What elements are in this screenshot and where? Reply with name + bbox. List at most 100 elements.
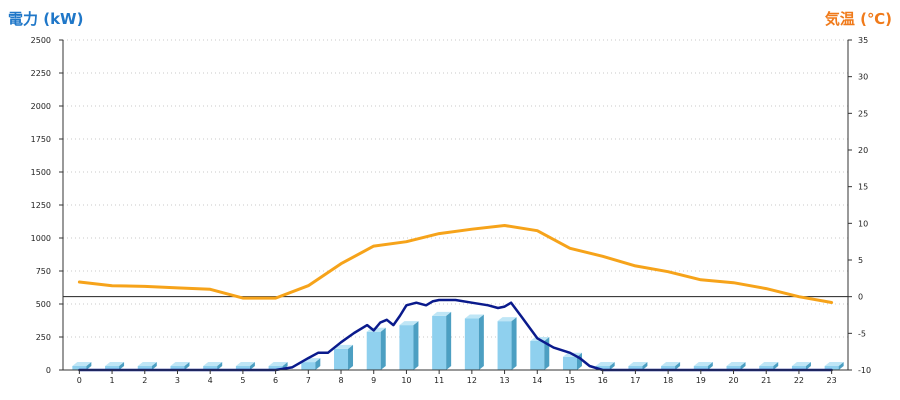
- tick-labels: 02505007501000125015001750200022502500-1…: [31, 36, 871, 385]
- bar-series: [72, 311, 844, 370]
- bar-front: [464, 318, 479, 370]
- bar-front: [432, 315, 447, 370]
- axes: [59, 39, 852, 374]
- bar-front: [334, 348, 349, 370]
- x-tick-label: 15: [565, 376, 575, 385]
- bar-side: [413, 321, 419, 370]
- bar-top: [628, 362, 648, 366]
- right-tick-label: 35: [858, 36, 868, 45]
- x-tick-label: 9: [371, 376, 376, 385]
- x-tick-label: 17: [630, 376, 640, 385]
- bar-front: [235, 366, 250, 370]
- x-tick-label: 14: [532, 376, 542, 385]
- bar-top: [595, 362, 615, 366]
- power-line: [78, 298, 833, 372]
- x-tick-label: 11: [434, 376, 444, 385]
- right-tick-label: 10: [858, 219, 868, 228]
- bar-side: [380, 327, 386, 370]
- bar-side: [315, 358, 321, 370]
- bar-top: [759, 362, 779, 366]
- x-tick-label: 8: [338, 376, 343, 385]
- bar-top: [235, 362, 255, 366]
- left-tick-label: 1750: [31, 135, 51, 144]
- bar-top: [203, 362, 223, 366]
- bar-side: [740, 362, 746, 370]
- bar-side: [446, 311, 452, 370]
- x-tick-label: 1: [110, 376, 115, 385]
- bar-side: [86, 362, 92, 370]
- bar-side: [805, 362, 811, 370]
- bar-front: [301, 362, 316, 370]
- x-tick-label: 20: [728, 376, 738, 385]
- left-axis-title: 電力 (kW): [8, 10, 83, 28]
- bar-front: [399, 325, 414, 370]
- x-tick-label: 2: [142, 376, 147, 385]
- bar-side: [707, 362, 713, 370]
- bar-top: [432, 311, 452, 316]
- temperature-line: [77, 224, 834, 304]
- x-tick-label: 22: [794, 376, 804, 385]
- bar-side: [511, 317, 517, 370]
- bar-top: [791, 362, 811, 366]
- bar-front: [203, 366, 218, 370]
- bar-top: [824, 362, 844, 366]
- bar-top: [661, 362, 681, 366]
- x-tick-label: 10: [401, 376, 411, 385]
- x-tick-label: 21: [761, 376, 771, 385]
- bar-top: [726, 362, 746, 366]
- bar-top: [137, 362, 157, 366]
- left-tick-label: 2000: [31, 102, 51, 111]
- x-tick-label: 6: [273, 376, 278, 385]
- left-tick-label: 500: [36, 300, 51, 309]
- right-tick-label: 0: [858, 293, 863, 302]
- right-tick-label: -5: [858, 329, 866, 338]
- bar-top: [464, 314, 484, 319]
- x-tick-label: 5: [240, 376, 245, 385]
- bar-front: [791, 366, 806, 370]
- right-tick-label: 20: [858, 146, 868, 155]
- bar-side: [478, 314, 484, 370]
- bar-side: [119, 362, 125, 370]
- bar-front: [105, 366, 120, 370]
- bar-front: [366, 331, 381, 370]
- bar-side: [675, 362, 681, 370]
- bar-top: [170, 362, 190, 366]
- left-tick-label: 2500: [31, 36, 51, 45]
- bar-side: [249, 362, 255, 370]
- right-axis-title: 気温 (℃): [825, 10, 892, 28]
- bar-top: [72, 362, 92, 366]
- x-tick-label: 16: [598, 376, 608, 385]
- bar-front: [562, 356, 577, 370]
- bar-front: [268, 366, 283, 370]
- bar-side: [642, 362, 648, 370]
- x-tick-label: 23: [827, 376, 837, 385]
- x-tick-label: 4: [208, 376, 213, 385]
- left-tick-label: 1500: [31, 168, 51, 177]
- bar-front: [726, 366, 741, 370]
- bar-front: [759, 366, 774, 370]
- right-tick-label: -10: [858, 366, 871, 375]
- bar-front: [497, 321, 512, 370]
- left-tick-label: 2250: [31, 69, 51, 78]
- x-tick-label: 3: [175, 376, 180, 385]
- bar-top: [105, 362, 125, 366]
- bar-top: [399, 321, 419, 326]
- x-tick-label: 13: [499, 376, 509, 385]
- right-tick-label: 5: [858, 256, 863, 265]
- bar-side: [773, 362, 779, 370]
- bar-side: [838, 362, 844, 370]
- bar-front: [628, 366, 643, 370]
- left-tick-label: 0: [46, 366, 51, 375]
- x-tick-label: 19: [696, 376, 706, 385]
- bar-side: [151, 362, 157, 370]
- bar-front: [72, 366, 87, 370]
- x-tick-label: 18: [663, 376, 673, 385]
- line-series: [77, 224, 834, 372]
- left-tick-label: 750: [36, 267, 51, 276]
- right-tick-label: 15: [858, 183, 868, 192]
- bar-front: [824, 366, 839, 370]
- bar-front: [137, 366, 152, 370]
- left-tick-label: 1250: [31, 201, 51, 210]
- bar-front: [693, 366, 708, 370]
